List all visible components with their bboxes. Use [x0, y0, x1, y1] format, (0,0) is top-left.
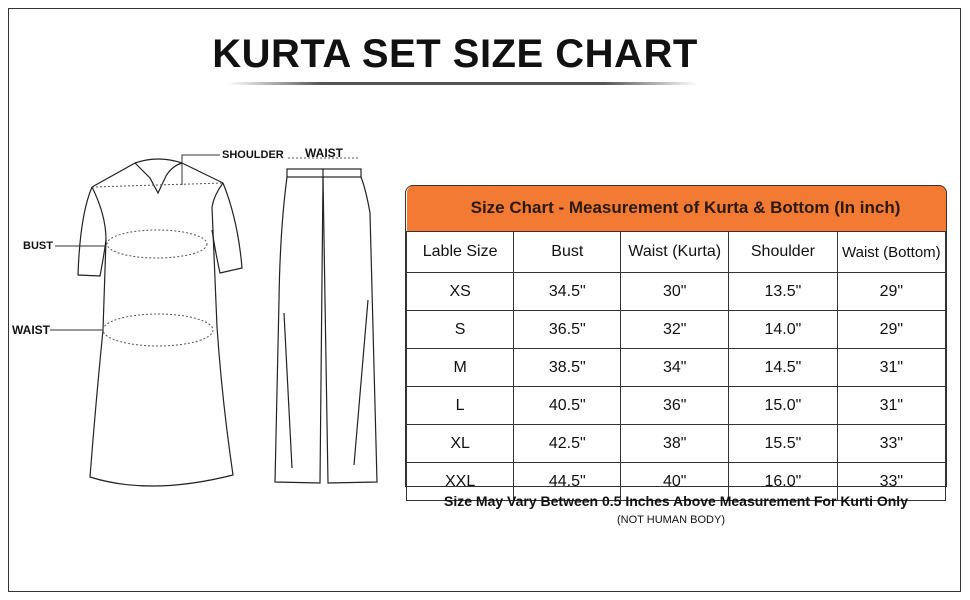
column-header: Waist (Bottom)	[836, 231, 947, 273]
size-label-cell: S	[405, 310, 515, 349]
measurement-cell: 36"	[620, 386, 730, 425]
column-header: Lable Size	[405, 231, 515, 273]
measurement-cell: 16.0"	[728, 462, 838, 501]
measurement-cell: 15.0"	[728, 386, 838, 425]
size-note: Size May Vary Between 0.5 Inches Above M…	[444, 493, 908, 509]
table-row: XS 34.5" 30" 13.5" 29"	[405, 272, 947, 311]
measurement-cell: 34.5"	[513, 272, 622, 311]
measurement-cell: 29"	[836, 272, 947, 311]
header-row: Lable Size Bust Waist (Kurta) Shoulder W…	[405, 231, 947, 273]
size-label-cell: XS	[405, 272, 515, 311]
measurement-cell: 38.5"	[513, 348, 622, 387]
table-row: XXL 44.5" 40" 16.0" 33"	[405, 462, 947, 501]
table-row: L 40.5" 36" 15.0" 31"	[405, 386, 947, 425]
measurement-cell: 29"	[836, 310, 947, 349]
size-label-cell: L	[405, 386, 515, 425]
measurement-cell: 31"	[836, 348, 947, 387]
measurement-cell: 30"	[620, 272, 730, 311]
table-row: XL 42.5" 38" 15.5" 33"	[405, 424, 947, 463]
measurement-cell: 31"	[836, 386, 947, 425]
measurement-cell: 13.5"	[728, 272, 838, 311]
measurement-cell: 42.5"	[513, 424, 622, 463]
column-header: Waist (Kurta)	[620, 231, 730, 273]
measurement-cell: 34"	[620, 348, 730, 387]
bust-label: BUST	[23, 240, 53, 252]
size-label-cell: M	[405, 348, 515, 387]
kurta-outline	[77, 158, 243, 487]
shoulder-label: SHOULDER	[222, 149, 284, 161]
label-leaders	[50, 154, 220, 331]
size-label-cell: XL	[405, 424, 515, 463]
image-frame	[8, 8, 961, 592]
column-header: Bust	[513, 231, 622, 273]
title-underline	[228, 82, 698, 85]
kurta-waist-label: WAIST	[12, 323, 50, 337]
page-title: KURTA SET SIZE CHART	[212, 32, 698, 76]
garment-diagram	[50, 154, 378, 487]
measurement-cell: 14.0"	[728, 310, 838, 349]
measurement-cell: 44.5"	[513, 462, 622, 501]
measurement-cell: 40.5"	[513, 386, 622, 425]
size-label-cell: XXL	[405, 462, 515, 501]
size-note-secondary: (NOT HUMAN BODY)	[617, 514, 725, 526]
measurement-cell: 33"	[836, 462, 947, 501]
measurement-cell: 33"	[836, 424, 947, 463]
measurement-cell: 40"	[620, 462, 730, 501]
measurement-cell: 32"	[620, 310, 730, 349]
column-header: Shoulder	[728, 231, 838, 273]
measurement-cell: 14.5"	[728, 348, 838, 387]
table-row: M 38.5" 34" 14.5" 31"	[405, 348, 947, 387]
measurement-cell: 36.5"	[513, 310, 622, 349]
measure-guides	[91, 157, 360, 347]
table-row: S 36.5" 32" 14.0" 29"	[405, 310, 947, 349]
size-chart-table: Size Chart - Measurement of Kurta & Bott…	[405, 185, 947, 501]
bottom-outline	[274, 168, 378, 484]
measurement-cell: 15.5"	[728, 424, 838, 463]
table-caption: Size Chart - Measurement of Kurta & Bott…	[406, 185, 946, 232]
bottom-waist-label: WAIST	[305, 146, 343, 160]
measurement-cell: 38"	[620, 424, 730, 463]
